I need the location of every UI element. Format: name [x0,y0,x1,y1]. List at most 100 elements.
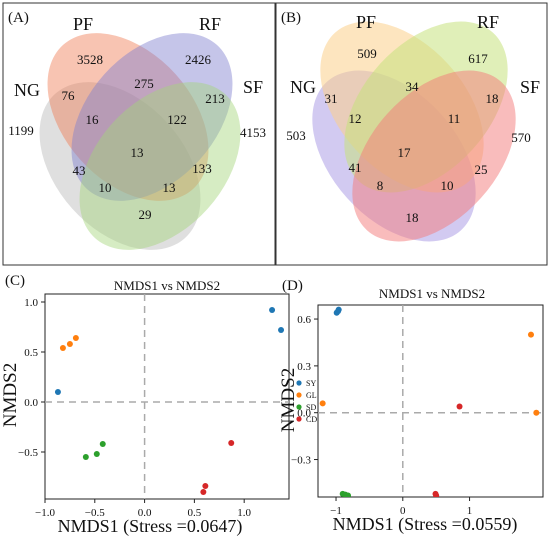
c-xtick-label: −0.5 [85,507,105,519]
venn-a-count: 16 [86,112,100,127]
d-xtick-label: 0 [400,505,406,517]
venn-a-count: 4153 [240,125,266,140]
venn-a-count: 43 [73,163,86,178]
d-point-gl [527,331,534,338]
scatter-d-title: NMDS1 vs NMDS2 [379,286,485,301]
venn-b-set-ng: NG [290,77,316,97]
scatter-d-zero-lines [318,305,543,497]
venn-b-count: 570 [511,130,531,145]
venn-a-count: 3528 [77,52,103,67]
c-ytick-label: 0.0 [24,397,38,409]
venn-b-set-pf: PF [356,12,376,32]
c-point-gl [66,341,73,347]
scatter-d: (D) NMDS1 vs NMDS2 −1 0 1 −0.3 0.0 0.3 0.6 NM… [278,278,544,535]
scatter-c: (C) NMDS1 vs NMDS2 −1.0 −0.5 0.0 0.5 1.0 −0.… [0,273,317,537]
venn-a-count: 13 [163,180,176,195]
d-point-cd [433,492,440,497]
venn-b-count: 18 [406,210,419,225]
c-point-sy [269,307,276,313]
d-point-sy [335,306,342,313]
venn-b-count: 509 [357,46,377,61]
c-legend-label-gl: GL [306,391,317,400]
c-point-cd [202,483,209,489]
c-xtick-label: −1.0 [35,507,55,519]
scatter-c-legend: SY GL SD CD [296,379,317,424]
venn-a-set-ng: NG [14,80,40,100]
venn-b-count: 617 [468,51,488,66]
venn-b-count: 17 [398,145,412,160]
venn-b-panel-label: (B) [281,10,301,26]
venn-a-count: 1199 [8,123,34,138]
venn-a-set-pf: PF [73,14,93,34]
scatter-c-yticks: −0.5 0.0 0.5 1.0 [18,297,45,459]
venn-b-count: 25 [475,162,488,177]
c-ytick-label: 1.0 [24,297,38,309]
c-legend-label-cd: CD [306,415,317,424]
d-xtick-label: 1 [467,505,473,517]
c-point-sy [278,327,285,333]
c-xtick-label: 0.5 [188,507,202,519]
scatter-c-panel-label: (C) [5,273,25,289]
d-point-cd [456,403,463,410]
venn-b-count: 31 [325,91,338,106]
venn-a-ellipses [39,33,241,250]
scatter-d-ylabel: NMDS2 [278,368,299,432]
venn-b-count: 12 [349,111,362,126]
venn-a-set-rf: RF [199,14,221,34]
venn-a-count: 213 [205,91,225,106]
d-ytick-label: −0.3 [291,455,311,467]
c-point-sd [93,451,100,457]
scatter-d-xlabel: NMDS1 (Stress =0.0559) [333,514,518,535]
d-point-gl [319,400,326,407]
c-xtick-label: 1.0 [237,507,251,519]
venn-b-count: 11 [448,111,461,126]
venn-a-count: 122 [167,112,187,127]
venn-b-count: 34 [406,79,420,94]
venn-a-count: 13 [131,145,144,160]
venn-b-frame [275,2,548,266]
c-legend-marker-gl [296,392,302,398]
d-point-gl [533,409,540,416]
scatter-d-yticks: −0.3 0.0 0.3 0.6 [291,314,318,467]
venn-a-count: 275 [134,76,154,91]
scatter-c-axes-frame [44,293,290,500]
venn-a-count: 29 [139,207,152,222]
d-ytick-label: 0.0 [297,408,311,420]
venn-b-count: 8 [377,178,384,193]
venn-b-ellipses [312,21,516,242]
venn-b-count: 503 [286,128,306,143]
c-point-gl [59,345,66,351]
venn-a-ellipse-ng [39,82,201,250]
venn-a-set-sf: SF [243,77,263,97]
scatter-c-title: NMDS1 vs NMDS2 [114,278,220,293]
venn-a-count: 76 [62,88,76,103]
c-point-sy [54,389,61,395]
scatter-c-xlabel: NMDS1 (Stress =0.0647) [58,516,243,537]
d-ytick-label: 0.3 [297,361,311,373]
c-point-cd [200,489,207,495]
c-legend-marker-cd [296,416,302,422]
scatter-d-points [319,306,540,497]
c-ytick-label: −0.5 [18,447,38,459]
venn-a-panel-label: (A) [8,10,29,26]
scatter-c-zero-lines [45,294,289,499]
scatter-d-xticks: −1 0 1 [330,497,472,517]
venn-b-count: 10 [441,178,454,193]
venn-b-count: 18 [486,91,499,106]
d-ytick-label: 0.6 [297,314,311,326]
d-point-sd [345,492,352,497]
venn-a-ellipse-pf [47,33,209,201]
c-xtick-label: 0.0 [138,507,152,519]
d-xtick-label: −1 [330,505,342,517]
c-legend-label-sd: SD [306,403,316,412]
c-legend-marker-sd [296,404,302,410]
venn-a-count: 10 [99,180,112,195]
scatter-d-panel-label: (D) [282,278,303,294]
venn-b-ellipse-sf [352,70,516,242]
c-legend-marker-sy [296,380,302,386]
venn-a-count: 2426 [185,52,212,67]
c-point-sd [99,441,106,447]
venn-b-count: 41 [349,160,362,175]
venn-b-set-sf: SF [520,77,540,97]
